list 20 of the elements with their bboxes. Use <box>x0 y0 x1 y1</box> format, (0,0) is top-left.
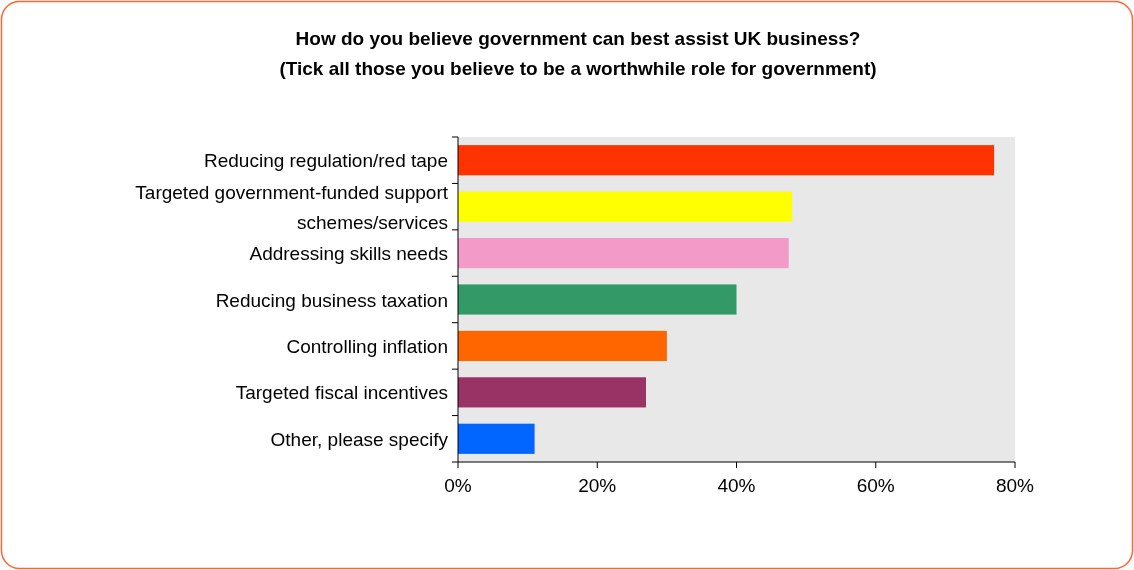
bar <box>458 377 646 408</box>
y-tick-label: Reducing business taxation <box>215 289 448 311</box>
y-tick-label: Reducing regulation/red tape <box>203 150 448 172</box>
x-tick-label: 80% <box>995 475 1035 496</box>
bar <box>458 145 995 176</box>
x-tick-label: 60% <box>856 475 895 496</box>
bar <box>458 330 667 362</box>
bar <box>458 237 789 269</box>
chart-title: How do you believe government can best assist UK business? (Tick all those you believe to be a worthwhile role for government) <box>279 28 877 79</box>
bar <box>458 423 535 454</box>
x-tick-label: 40% <box>717 475 756 496</box>
y-tick-label: Addressing skills needs <box>249 243 448 265</box>
y-tick-label: Targeted fiscal incentives <box>235 382 448 404</box>
y-tick-label: Other, please specify <box>270 428 449 450</box>
bar <box>458 191 793 222</box>
x-tick-label: 0% <box>444 475 472 496</box>
y-tick-label: Targeted government-funded support schemes/services <box>135 181 449 233</box>
bar <box>458 284 737 315</box>
x-tick-label: 20% <box>578 475 617 496</box>
y-tick-label: Controlling inflation <box>286 335 448 357</box>
